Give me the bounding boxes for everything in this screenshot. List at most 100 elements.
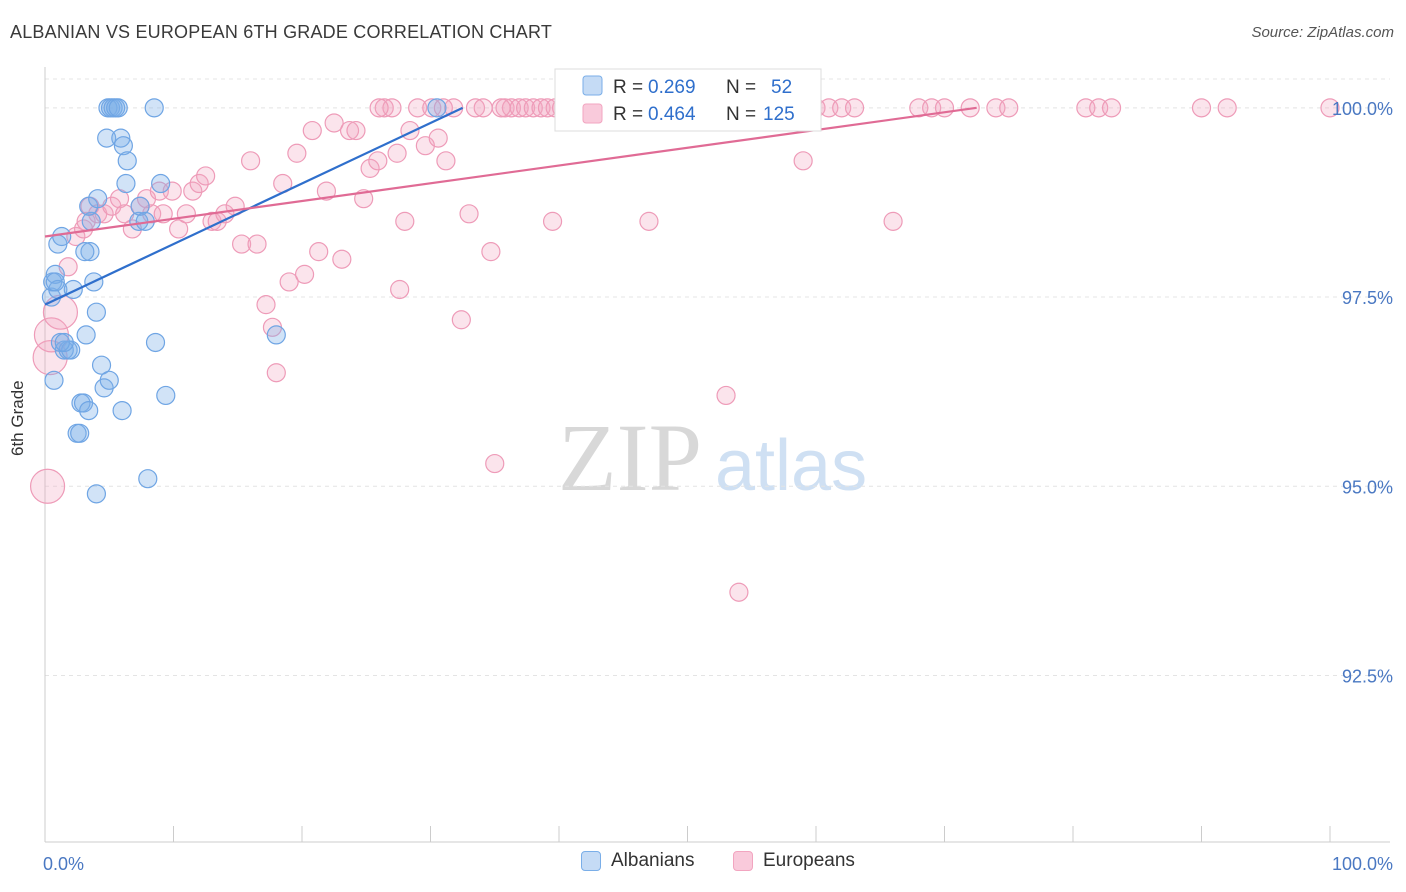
albanians-point-42	[144, 98, 164, 118]
europeans-point-119	[1320, 98, 1340, 118]
europeans-point-71	[515, 98, 536, 118]
source-label: Source: ZipAtlas.com	[1251, 24, 1394, 41]
europeans-point-107	[883, 211, 903, 231]
europeans-point-73	[531, 98, 551, 118]
europeans-point-31	[241, 151, 261, 171]
europeans-point-67	[485, 453, 505, 474]
europeans-point-24	[189, 173, 209, 194]
albanians-point-18	[99, 370, 119, 390]
europeans-point-32	[247, 234, 267, 254]
legend-europeans-n-label: N =	[726, 104, 756, 125]
legend-europeans-r-value: 0.464	[648, 104, 696, 125]
europeans-point-102	[793, 151, 813, 171]
albanians-point-7	[61, 340, 81, 360]
albanians-point-48	[86, 484, 107, 504]
europeans-point-21	[169, 219, 189, 239]
albanians-point-16	[91, 355, 112, 375]
europeans-point-117	[1191, 98, 1212, 118]
legend-bottom-europeans: Europeans	[733, 850, 855, 872]
europeans-point-23	[183, 181, 203, 201]
albanians-point-32	[108, 98, 128, 118]
europeans-point-40	[302, 120, 322, 141]
y-tick-label-0: 92.5%	[1342, 666, 1393, 686]
albanians-point-41	[138, 469, 158, 489]
legend-europeans-swatch	[582, 103, 603, 124]
europeans-point-19	[153, 204, 173, 224]
europeans-point-60	[436, 151, 456, 171]
europeans-point-0	[29, 468, 66, 504]
europeans-point-61	[444, 98, 464, 118]
europeans-point-20	[162, 181, 182, 201]
europeans-point-41	[309, 242, 329, 262]
watermark-zip: ZIP	[558, 404, 702, 511]
europeans-point-121	[542, 211, 563, 231]
chart-title: ALBANIAN VS EUROPEAN 6TH GRADE CORRELATI…	[10, 22, 553, 42]
europeans-point-69	[501, 98, 522, 118]
europeans-point-48	[360, 158, 380, 178]
legend-bottom-europeans-swatch	[733, 851, 753, 871]
albanians-point-20	[44, 370, 64, 390]
watermark-atlas: atlas	[715, 426, 867, 506]
europeans-point-44	[332, 249, 352, 269]
legend-albanians-swatch	[582, 75, 603, 96]
europeans-point-113	[999, 98, 1019, 118]
legend-albanians-r-label: R =	[613, 77, 643, 98]
x-tick-labels: 0.0% 100.0%	[43, 854, 1393, 874]
x-tick-label-0: 0.0%	[43, 854, 84, 874]
albanians-point-39	[130, 196, 150, 216]
legend-bottom: Albanians Europeans	[0, 850, 1406, 880]
europeans-point-64	[465, 98, 486, 118]
y-tick-label-2: 97.5%	[1342, 288, 1393, 308]
albanians-point-15	[86, 302, 107, 322]
y-tick-label-3: 100.0%	[1332, 99, 1393, 119]
albanians-point-33	[111, 128, 131, 148]
europeans-point-22	[176, 204, 196, 224]
albanians-point-9	[70, 423, 90, 443]
legend-europeans-n-value: 125	[763, 104, 795, 125]
europeans-point-65	[473, 98, 493, 118]
albanians-point-2	[45, 264, 65, 284]
albanians-point-36	[117, 151, 137, 171]
albanians-point-35	[116, 173, 136, 194]
europeans-point-52	[387, 143, 407, 163]
albanians-point-51	[427, 98, 447, 118]
legend-albanians-r-value: 0.269	[648, 77, 696, 98]
europeans-point-97	[729, 582, 749, 602]
europeans-point-106	[844, 98, 865, 118]
albanians-point-46	[266, 325, 286, 345]
albanians-point-4	[52, 226, 72, 247]
x-tick-label-1: 100.0%	[1332, 854, 1393, 874]
europeans-point-39	[294, 264, 315, 284]
albanians-point-50	[45, 272, 65, 292]
albanians-point-27	[97, 128, 117, 148]
albanians-point-26	[88, 189, 108, 209]
albanians-point-37	[112, 400, 132, 421]
europeans-point-116	[1101, 98, 1122, 118]
legend-bottom-europeans-label: Europeans	[763, 850, 855, 871]
europeans-point-35	[266, 363, 286, 383]
europeans-point-46	[346, 120, 366, 141]
legend-bottom-albanians: Albanians	[581, 850, 694, 872]
legend-top: R = 0.269 N = 52 R = 0.464 N = 125	[554, 68, 822, 132]
europeans-point-37	[279, 272, 299, 292]
legend-europeans-r-label: R =	[613, 104, 643, 125]
legend-bottom-albanians-label: Albanians	[611, 850, 695, 871]
europeans-points	[29, 98, 1340, 602]
legend-albanians-n-label: N =	[726, 77, 756, 98]
y-axis-label: 6th Grade	[8, 380, 27, 456]
europeans-point-45	[339, 120, 360, 141]
europeans-point-124	[369, 98, 389, 118]
albanians-point-19	[76, 325, 96, 345]
europeans-point-49	[368, 151, 388, 171]
albanians-point-34	[113, 136, 133, 156]
europeans-point-56	[408, 98, 428, 118]
europeans-point-50	[374, 98, 394, 118]
albanians-point-47	[75, 242, 95, 262]
europeans-point-58	[422, 98, 442, 118]
legend-albanians-n-value: 52	[771, 77, 792, 98]
albanians-trend-line	[44, 106, 464, 306]
albanians-point-13	[79, 400, 99, 421]
europeans-point-96	[716, 385, 736, 406]
europeans-point-30	[232, 234, 252, 254]
